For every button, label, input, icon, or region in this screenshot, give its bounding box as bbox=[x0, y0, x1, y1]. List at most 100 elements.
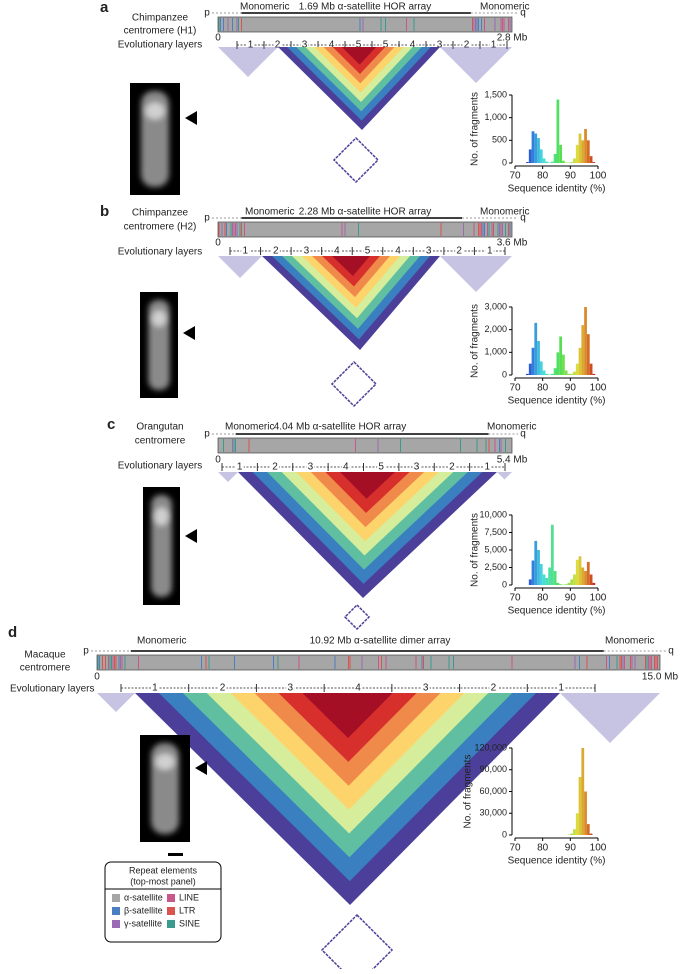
y-tick-label: 1,000 bbox=[484, 112, 507, 122]
y-tick-label: 0 bbox=[502, 369, 507, 379]
y-tick-label: 2,000 bbox=[484, 324, 507, 334]
array-label: 10.92 Mb α-satellite dimer array bbox=[310, 636, 451, 647]
x-tick-label: 100 bbox=[590, 171, 607, 182]
y-tick-label: 1,500 bbox=[484, 89, 507, 99]
hist-bar bbox=[559, 145, 562, 163]
species-name: Chimpanzee bbox=[132, 208, 189, 219]
hist-bar bbox=[529, 579, 532, 585]
hist-bar bbox=[543, 370, 546, 375]
x-axis-title: Sequence identity (%) bbox=[508, 396, 606, 407]
layer-label: 2 bbox=[449, 462, 455, 473]
y-axis-title: No. of fragments bbox=[470, 92, 481, 166]
arm-label: p bbox=[83, 646, 89, 657]
layer-label: 1 bbox=[152, 683, 158, 694]
x-axis-title: Sequence identity (%) bbox=[508, 606, 606, 617]
layer-label: 1 bbox=[558, 683, 564, 694]
hist-bar bbox=[570, 374, 573, 375]
hist-bar bbox=[584, 129, 587, 163]
array-label: 4.04 Mb α-satellite HOR array bbox=[274, 422, 407, 433]
species-name: Macaque bbox=[24, 650, 66, 661]
layer-label: 1 bbox=[237, 462, 243, 473]
scale-bar bbox=[168, 853, 183, 856]
y-tick-label: 60,000 bbox=[479, 786, 507, 796]
hist-bar bbox=[559, 584, 562, 585]
hist-bar bbox=[584, 307, 587, 375]
legend-label: α-satellite bbox=[124, 892, 163, 902]
hist-bar bbox=[532, 131, 535, 163]
legend-swatch bbox=[112, 920, 120, 928]
x-tick-label: 100 bbox=[590, 843, 607, 854]
hist-bar bbox=[570, 579, 573, 585]
hist-bar bbox=[576, 813, 579, 835]
hist-bar bbox=[526, 162, 529, 163]
region-label: Monomeric bbox=[137, 636, 186, 647]
layer-label: 3 bbox=[423, 683, 429, 694]
region-label: Monomeric bbox=[605, 636, 654, 647]
layer-label: 5 bbox=[378, 462, 384, 473]
hist-bar bbox=[579, 134, 582, 163]
hist-bar bbox=[587, 140, 590, 163]
legend-label: SINE bbox=[179, 918, 200, 928]
x-tick-label: 70 bbox=[509, 383, 521, 394]
side-heatmap bbox=[218, 47, 278, 77]
legend-label: LINE bbox=[179, 892, 199, 902]
region-label: Monomeric bbox=[225, 422, 274, 433]
arm-label: p bbox=[204, 8, 210, 19]
coord-label: 3.6 Mb bbox=[497, 238, 528, 249]
panel-label: c bbox=[107, 416, 115, 433]
hist-bar bbox=[562, 161, 565, 163]
layer-label: 1 bbox=[487, 246, 493, 257]
layer-label: 1 bbox=[242, 246, 248, 257]
hist-bar bbox=[537, 341, 540, 375]
layers-title: Evolutionary layers bbox=[118, 461, 202, 472]
species-name: centromere bbox=[135, 436, 186, 447]
hist-bar bbox=[534, 323, 537, 375]
x-tick-label: 90 bbox=[565, 171, 577, 182]
chromosome-bright bbox=[145, 102, 165, 120]
y-tick-label: 5,000 bbox=[484, 544, 507, 554]
side-heatmap bbox=[440, 47, 512, 83]
centromere-arrow bbox=[195, 761, 207, 775]
species-name: Chimpanzee bbox=[132, 13, 189, 24]
legend-label: LTR bbox=[179, 905, 196, 915]
y-tick-label: 1,000 bbox=[484, 347, 507, 357]
legend-swatch bbox=[167, 907, 175, 915]
hist-bar bbox=[581, 568, 584, 586]
array-label: 2.28 Mb α-satellite HOR array bbox=[299, 207, 432, 218]
chromosome-bright bbox=[155, 753, 175, 770]
layer-label: 3 bbox=[304, 246, 310, 257]
arm-label: p bbox=[204, 429, 210, 440]
y-tick-label: 30,000 bbox=[479, 808, 507, 818]
hist-bar bbox=[584, 571, 587, 585]
x-tick-label: 100 bbox=[590, 383, 607, 394]
y-axis-title: No. of fragments bbox=[470, 513, 481, 587]
hist-bar bbox=[579, 777, 582, 835]
hist-bar bbox=[532, 348, 535, 375]
hist-bar bbox=[576, 145, 579, 163]
sequence-bar bbox=[218, 17, 512, 32]
y-tick-label: 0 bbox=[502, 829, 507, 839]
y-axis-title: No. of fragments bbox=[463, 755, 474, 829]
region-label: Monomeric bbox=[240, 2, 289, 13]
layer-label: 4 bbox=[343, 462, 349, 473]
layer-label: 4 bbox=[355, 683, 361, 694]
x-tick-label: 90 bbox=[565, 843, 577, 854]
x-tick-label: 90 bbox=[565, 593, 577, 604]
region-label: Monomeric bbox=[487, 422, 536, 433]
hist-bar bbox=[540, 564, 543, 585]
hist-bar bbox=[554, 571, 557, 585]
centromere-arrow bbox=[183, 326, 195, 340]
x-tick-label: 80 bbox=[537, 843, 549, 854]
hist-bar bbox=[529, 364, 532, 375]
hist-bar bbox=[590, 364, 593, 375]
hist-bar bbox=[551, 162, 554, 163]
off-diagonal bbox=[345, 605, 369, 629]
legend-swatch bbox=[112, 894, 120, 902]
coord-label: 0 bbox=[215, 238, 221, 249]
centromere-arrow bbox=[185, 529, 197, 543]
hist-bar bbox=[548, 568, 551, 586]
hist-bar bbox=[565, 370, 568, 375]
